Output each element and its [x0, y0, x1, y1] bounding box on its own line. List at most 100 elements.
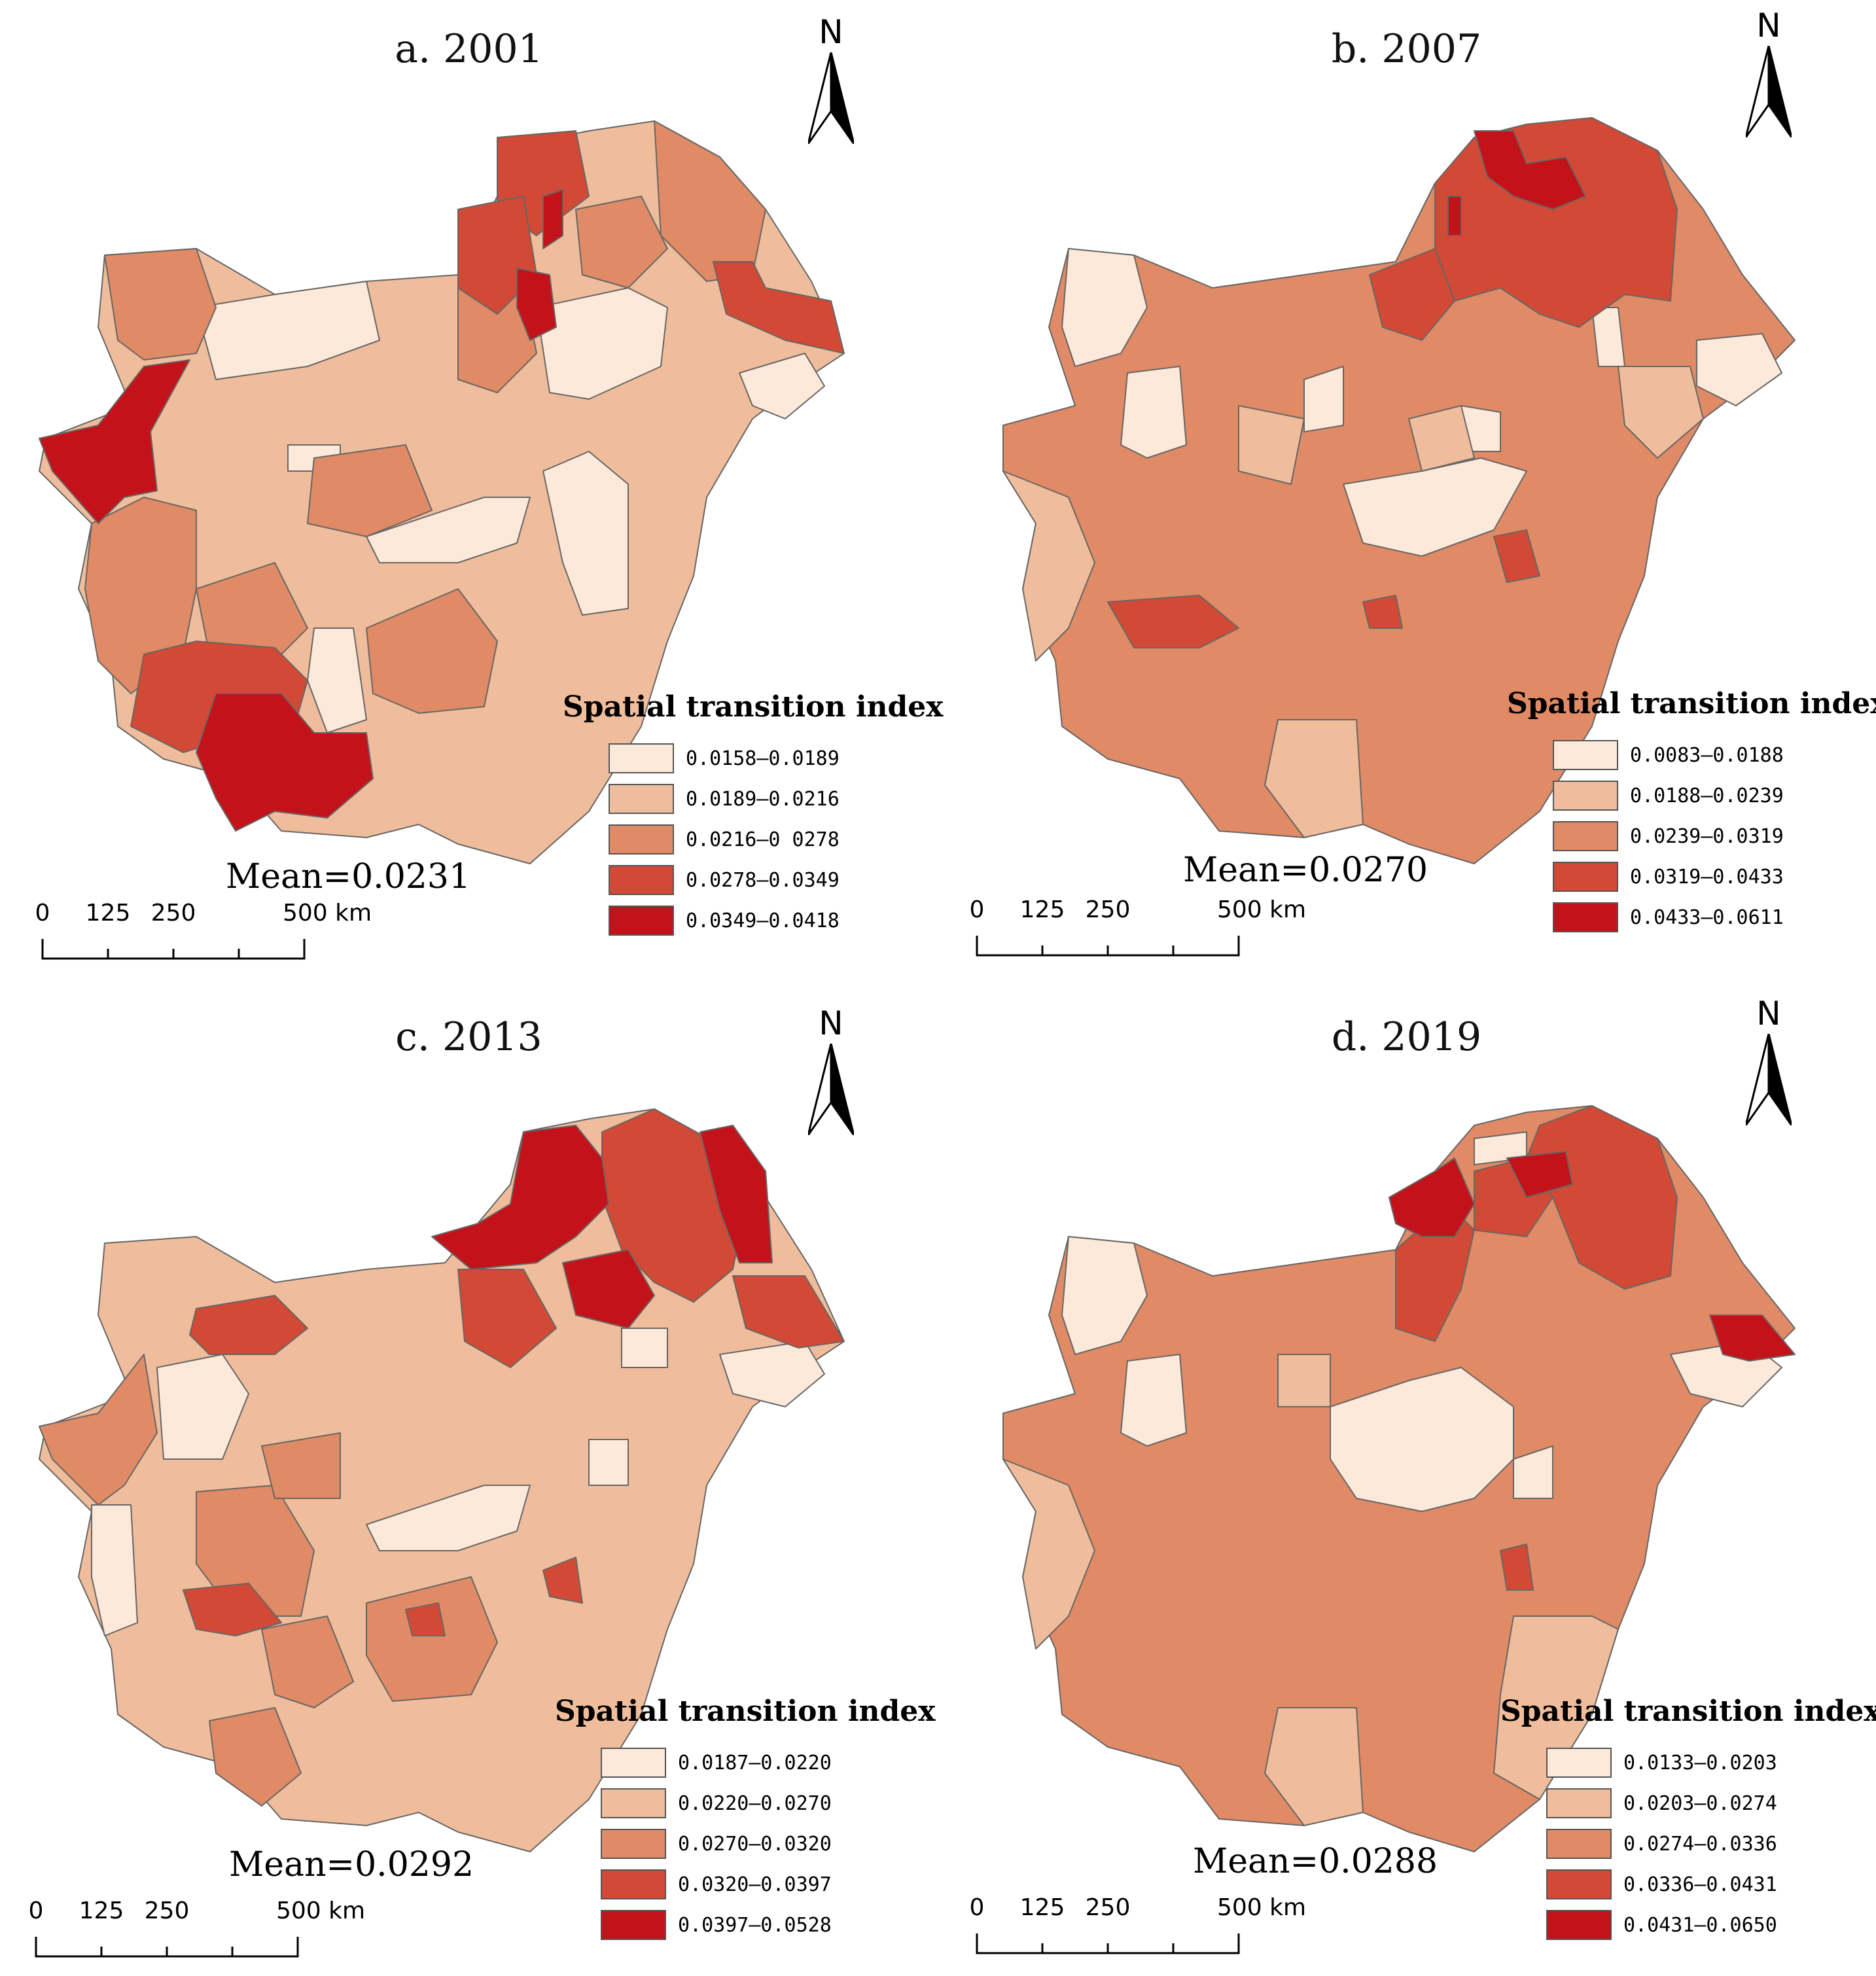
map-region	[1434, 117, 1678, 328]
scale-tick-label: 250	[150, 900, 196, 926]
map-region	[1618, 366, 1704, 459]
scale-tick-label: 125	[1019, 896, 1065, 923]
region-group	[39, 1108, 845, 1852]
map-region	[189, 1295, 308, 1355]
map-region	[366, 497, 531, 563]
legend-title: Spatial transition index	[1507, 687, 1876, 720]
map-region	[1120, 366, 1187, 459]
legend-label: 0.0274—0.0336	[1623, 1832, 1777, 1856]
map-region	[1107, 595, 1239, 648]
legend-item: 0.0187—0.0220	[555, 1742, 921, 1783]
map-region	[196, 693, 374, 832]
map-region	[575, 196, 668, 289]
legend-label: 0.0133—0.0203	[1623, 1751, 1777, 1774]
map-region	[366, 1576, 498, 1702]
legend-label: 0.0239—0.0319	[1630, 824, 1784, 848]
legend-item: 0.0216—0 0278	[563, 819, 929, 860]
legend-title: Spatial transition index	[563, 690, 944, 724]
map-region	[516, 268, 557, 341]
north-arrow-icon	[808, 1044, 854, 1135]
legend-swatch	[609, 784, 674, 814]
map-region	[1696, 333, 1782, 406]
map-region	[588, 1439, 629, 1486]
map-region	[739, 353, 825, 419]
north-arrow-icon	[1746, 1034, 1792, 1125]
scale-tick-label: 500 km	[275, 1897, 366, 1924]
scale-tick-label: 500 km	[1216, 896, 1307, 923]
scale-tick-label: 125	[85, 900, 131, 926]
map-region	[457, 1269, 557, 1368]
legend-swatch	[1553, 781, 1618, 811]
legend-swatch	[601, 1788, 666, 1818]
legend-swatch	[601, 1910, 666, 1940]
legend-swatch	[1553, 740, 1618, 770]
legend-item: 0.0203—0.0274	[1500, 1783, 1867, 1824]
legend-label: 0.0431—0.0650	[1623, 1913, 1777, 1937]
map-region	[307, 627, 367, 733]
legend-item: 0.0336—0.0431	[1500, 1864, 1867, 1905]
map-region	[1506, 1151, 1573, 1198]
legend-swatch	[1553, 821, 1618, 851]
map-region	[1061, 1236, 1148, 1355]
scale-tick-label: 500 km	[1216, 1894, 1307, 1921]
north-label: N	[1756, 7, 1781, 44]
scale-tick-label: 500 km	[282, 900, 372, 926]
legend-swatch	[609, 865, 674, 895]
choropleth-map	[39, 1108, 845, 1852]
scale-tick-label: 0	[969, 896, 985, 923]
north-arrow: N	[792, 1004, 870, 1135]
legend-item: 0.0274—0.0336	[1500, 1824, 1867, 1864]
legend-label: 0.0158—0.0189	[686, 747, 840, 770]
scale-bar-line	[976, 1933, 1240, 1954]
legend-swatch	[1546, 1910, 1612, 1940]
panel-title: c. 2013	[395, 1014, 542, 1060]
mean-label: Mean=0.0292	[229, 1845, 474, 1884]
legend-swatch	[601, 1829, 666, 1859]
map-region	[1389, 1157, 1475, 1237]
map-region	[209, 1707, 302, 1807]
legend-item: 0.0188—0.0239	[1507, 775, 1873, 816]
legend-item: 0.0278—0.0349	[563, 860, 929, 900]
legend: Spatial transition index 0.0083—0.0188 0…	[1507, 687, 1876, 938]
map-region	[261, 1615, 354, 1708]
legend-label: 0.0216—0 0278	[686, 828, 840, 851]
panel-2019: d. 2019 N	[938, 988, 1876, 1976]
map-region	[1591, 307, 1625, 367]
legend-label: 0.0349—0.0418	[686, 909, 840, 932]
choropleth-map	[1002, 1105, 1796, 1852]
map-region	[1330, 1367, 1514, 1512]
north-arrow-icon	[808, 52, 854, 144]
map-region	[542, 189, 563, 249]
legend-swatch	[601, 1869, 666, 1899]
map-region	[156, 1354, 249, 1460]
legend-swatch	[609, 824, 674, 855]
north-arrow: N	[1729, 995, 1808, 1125]
region-group	[39, 120, 845, 864]
scale-bar: 0 125 250 500 km	[970, 896, 1306, 968]
legend-swatch	[1553, 902, 1618, 932]
mean-label: Mean=0.0231	[226, 857, 471, 896]
scale-tick-label: 0	[969, 1894, 985, 1921]
scale-tick-label: 125	[79, 1897, 124, 1924]
legend-swatch	[601, 1748, 666, 1778]
scale-tick-label: 0	[35, 900, 50, 926]
map-region	[542, 451, 629, 616]
map-region	[1493, 529, 1540, 583]
panel-title: a. 2001	[395, 26, 543, 72]
north-arrow: N	[792, 13, 870, 144]
map-region	[366, 588, 498, 714]
scale-bar: 0 125 250 500 km	[29, 1897, 365, 1969]
scale-bar-line	[35, 1937, 299, 1958]
map-region	[366, 1485, 531, 1551]
panel-title: d. 2019	[1331, 1014, 1482, 1060]
legend-swatch	[609, 906, 674, 936]
map-region	[1264, 719, 1364, 838]
legend-label: 0.0220—0.0270	[678, 1791, 832, 1815]
panel-2013: c. 2013	[0, 988, 938, 1976]
choropleth-map	[39, 120, 845, 864]
map-region	[261, 1432, 341, 1499]
legend-item: 0.0189—0.0216	[563, 779, 929, 819]
legend-item: 0.0431—0.0650	[1500, 1905, 1867, 1945]
map-region	[1474, 130, 1586, 210]
legend-item: 0.0133—0.0203	[1500, 1742, 1867, 1783]
